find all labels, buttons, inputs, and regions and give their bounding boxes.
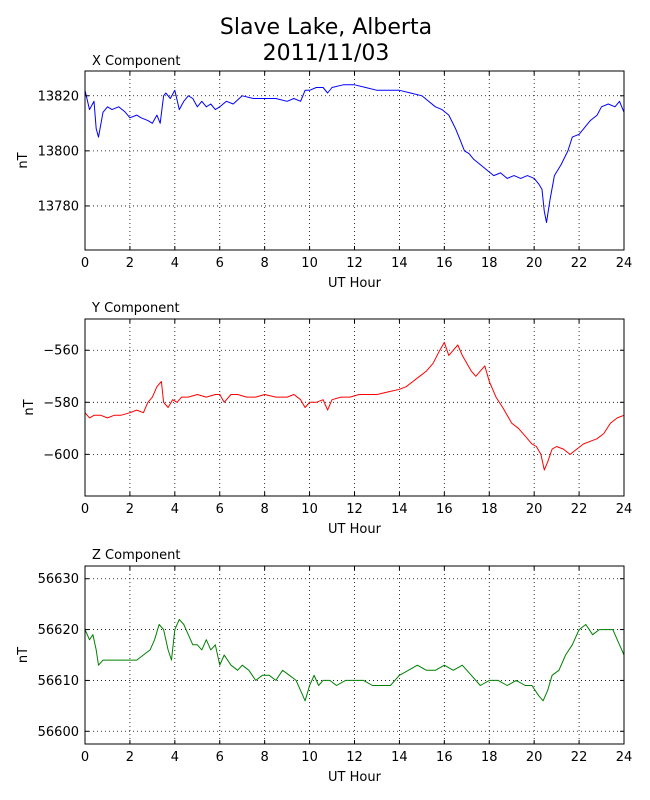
y-y-tick-label: −600 (43, 448, 79, 463)
x-x-tick-label: 22 (571, 256, 588, 271)
y-component-title: Y Component (91, 301, 180, 316)
z-y-axis-label: nT (16, 647, 31, 663)
z-x-tick-label: 4 (171, 750, 179, 765)
x-x-tick-label: 4 (171, 256, 179, 271)
y-x-tick-label: 6 (216, 502, 224, 517)
x-y-axis-label: nT (16, 152, 31, 168)
x-x-tick-label: 14 (391, 256, 408, 271)
z-y-tick-label: 56630 (38, 572, 79, 587)
z-x-tick-label: 20 (526, 750, 543, 765)
x-y-tick-label: 13800 (38, 144, 79, 159)
x-x-tick-label: 8 (261, 256, 269, 271)
y-component-series-line (84, 341, 625, 471)
z-x-tick-label: 22 (571, 750, 588, 765)
z-x-tick-label: 6 (216, 750, 224, 765)
y-x-tick-label: 0 (81, 502, 89, 517)
y-x-tick-label: 24 (616, 502, 633, 517)
z-component-panel: Z Component 0 2 4 6 8 10 12 14 16 18 20 22 245660056… (16, 548, 632, 785)
y-x-tick-label: 22 (571, 502, 588, 517)
y-y-axis-label: nT (22, 399, 37, 415)
y-x-tick-label: 4 (171, 502, 179, 517)
figure-title-line2: 2011/11/03 (263, 41, 390, 66)
z-x-tick-label: 18 (481, 750, 498, 765)
x-x-tick-label: 6 (216, 256, 224, 271)
x-component-panel: X Component 0 2 4 6 8 10 12 14 16 18 20 22 241378013… (16, 54, 632, 291)
x-component-series-line (84, 84, 625, 223)
y-x-tick-label: 20 (526, 502, 543, 517)
x-x-tick-label: 12 (346, 256, 363, 271)
z-component-title: Z Component (92, 548, 181, 563)
z-component-series-line (84, 618, 625, 702)
z-x-tick-label: 2 (126, 750, 134, 765)
z-x-tick-label: 8 (261, 750, 269, 765)
y-x-tick-label: 10 (301, 502, 318, 517)
x-x-tick-label: 24 (616, 256, 633, 271)
x-x-tick-label: 10 (301, 256, 318, 271)
x-y-tick-label: 13820 (38, 89, 79, 104)
y-x-tick-label: 14 (391, 502, 408, 517)
z-y-tick-label: 56620 (38, 623, 79, 638)
y-y-tick-label: −580 (43, 396, 79, 411)
z-y-tick-label: 56610 (38, 674, 79, 689)
figure-title-line1: Slave Lake, Alberta (220, 15, 432, 40)
y-x-axis-label: UT Hour (328, 522, 382, 537)
x-x-tick-label: 0 (81, 256, 89, 271)
y-component-panel: Y Component 0 2 4 6 8 10 12 14 16 18 20 22 24−600−58… (22, 301, 632, 537)
x-x-tick-label: 18 (481, 256, 498, 271)
y-x-tick-label: 2 (126, 502, 134, 517)
x-y-tick-label: 13780 (38, 199, 79, 214)
z-x-tick-label: 24 (616, 750, 633, 765)
z-x-tick-label: 0 (81, 750, 89, 765)
y-y-tick-label: −560 (43, 344, 79, 359)
y-x-tick-label: 16 (436, 502, 453, 517)
y-x-tick-label: 18 (481, 502, 498, 517)
z-x-axis-label: UT Hour (328, 770, 382, 785)
x-x-tick-label: 20 (526, 256, 543, 271)
y-x-tick-label: 12 (346, 502, 363, 517)
z-x-tick-label: 14 (391, 750, 408, 765)
x-x-tick-label: 2 (126, 256, 134, 271)
z-y-tick-label: 56600 (38, 725, 79, 740)
x-component-title: X Component (92, 54, 181, 69)
y-x-tick-label: 8 (261, 502, 269, 517)
z-x-tick-label: 12 (346, 750, 363, 765)
z-x-tick-label: 10 (301, 750, 318, 765)
z-x-tick-label: 16 (436, 750, 453, 765)
x-x-axis-label: UT Hour (328, 276, 382, 291)
x-x-tick-label: 16 (436, 256, 453, 271)
